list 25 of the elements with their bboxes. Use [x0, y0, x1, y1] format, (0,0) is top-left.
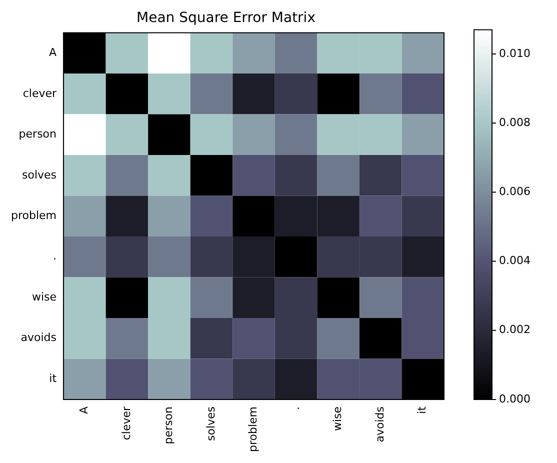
- color-bar-label: 0.010: [499, 46, 530, 60]
- x-tick-label: person: [162, 406, 176, 444]
- color-bar-label: 0.008: [499, 116, 530, 129]
- y-tick-label: solves: [22, 168, 57, 182]
- x-tick-label: it: [416, 406, 429, 414]
- y-tick-label: it: [49, 372, 58, 385]
- y-tick-label: avoids: [20, 331, 57, 344]
- color-bar-label: 0.004: [499, 254, 530, 268]
- color-bar-label: 0.000: [499, 392, 530, 406]
- x-tick-label: .: [288, 406, 302, 410]
- y-tick-label: .: [53, 250, 57, 263]
- y-tick-label: person: [18, 128, 57, 141]
- x-tick-label: clever: [120, 406, 133, 440]
- color-bar-label: 0.006: [499, 185, 530, 198]
- y-tick-label: wise: [32, 290, 57, 304]
- y-tick-label: A: [48, 46, 57, 60]
- x-tick-label: solves: [204, 406, 218, 442]
- x-tick-label: problem: [246, 406, 260, 452]
- chart-title: Mean Square Error Matrix: [136, 10, 316, 26]
- y-tick-label: clever: [22, 86, 57, 100]
- x-tick-label: A: [78, 406, 91, 414]
- y-tick-label: problem: [11, 209, 57, 222]
- x-tick-label: wise: [331, 406, 344, 432]
- x-tick-label: avoids: [373, 406, 386, 442]
- color-bar-label: 0.002: [499, 323, 530, 336]
